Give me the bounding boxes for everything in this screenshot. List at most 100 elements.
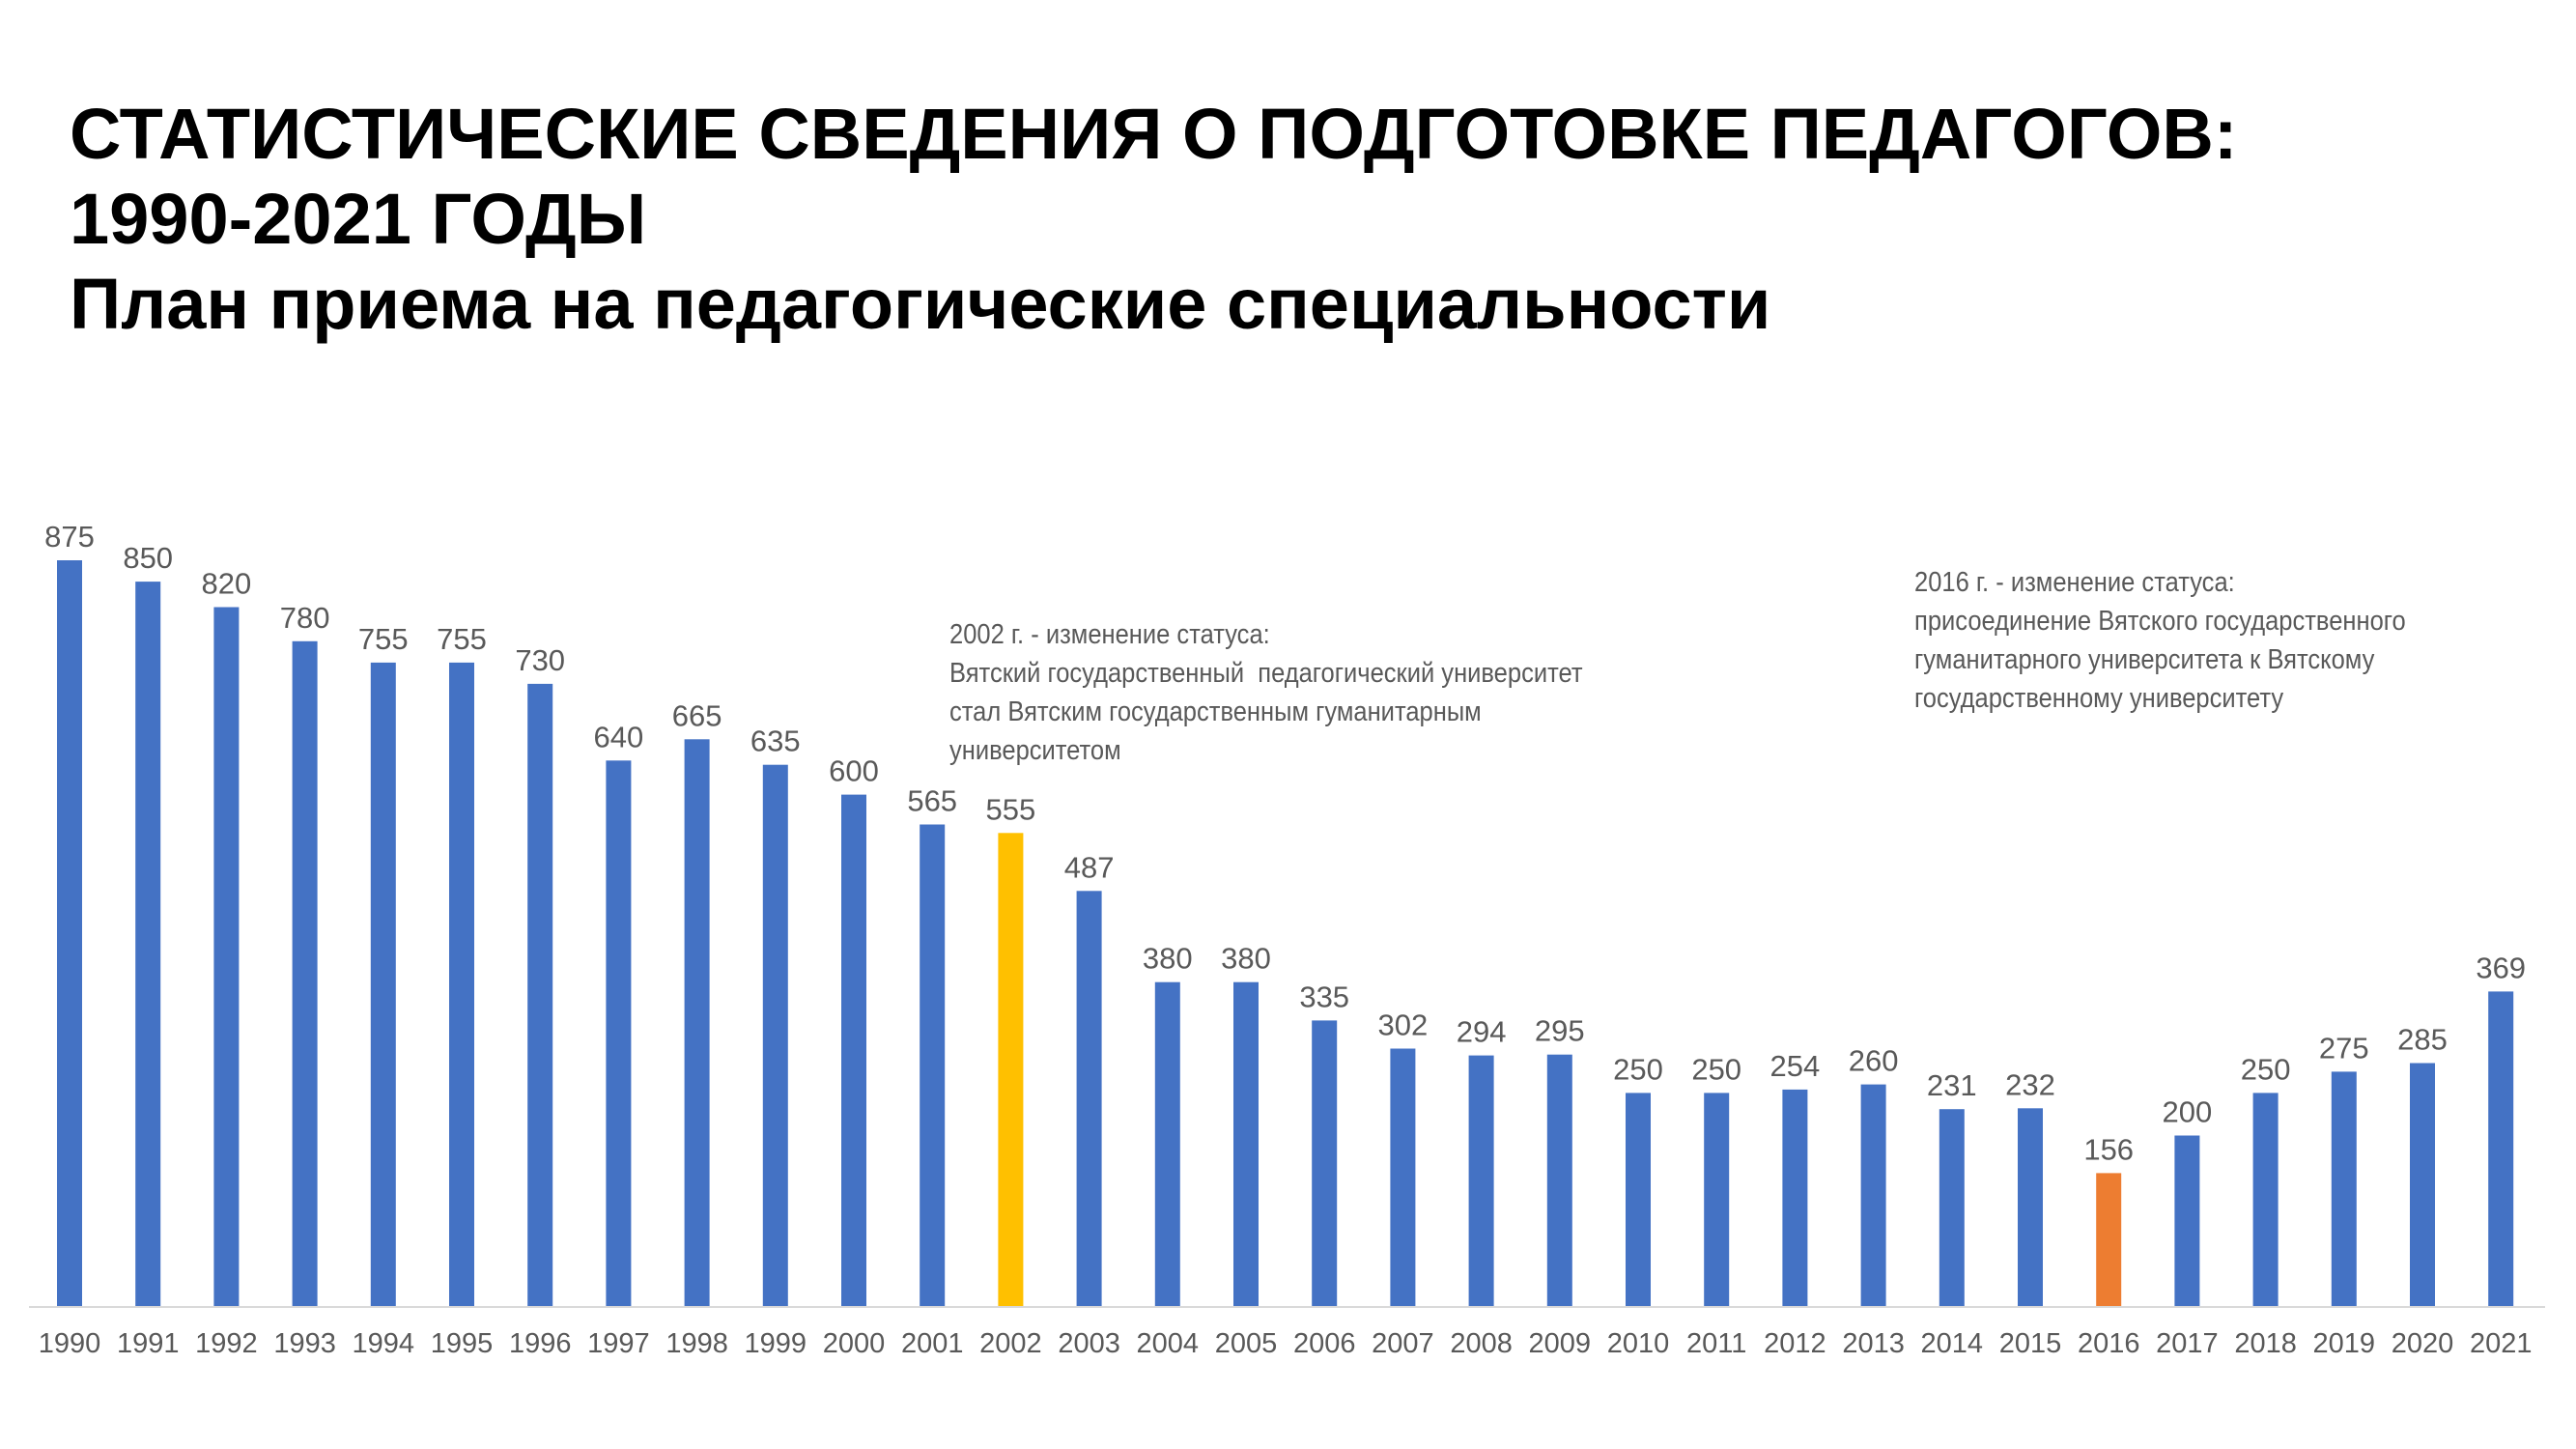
data-label-2014: 231 bbox=[1927, 1068, 1977, 1102]
data-label-2017: 200 bbox=[2163, 1095, 2213, 1129]
x-tick-label-1996: 1996 bbox=[509, 1328, 572, 1359]
annotation-2016: 2016 г. - изменение статуса: присоединен… bbox=[1914, 563, 2406, 718]
data-label-1998: 665 bbox=[672, 698, 722, 732]
data-label-1993: 780 bbox=[280, 601, 330, 635]
bar-1990 bbox=[57, 560, 82, 1306]
data-label-2006: 335 bbox=[1299, 980, 1349, 1013]
bar-2013 bbox=[1860, 1084, 1886, 1306]
data-label-2019: 275 bbox=[2319, 1031, 2369, 1065]
x-tick-label-2010: 2010 bbox=[1607, 1328, 1670, 1359]
annotation-2002-line: 2002 г. - изменение статуса: bbox=[949, 619, 1270, 650]
data-label-1997: 640 bbox=[594, 720, 644, 753]
page-title-years: 1990-2021 ГОДЫ bbox=[70, 179, 647, 259]
bar-1996 bbox=[527, 683, 553, 1306]
bar-1992 bbox=[213, 607, 240, 1306]
bar-2008 bbox=[1468, 1055, 1494, 1306]
bar-1997 bbox=[606, 760, 632, 1306]
x-tick-label-1993: 1993 bbox=[273, 1328, 336, 1359]
bar-2018 bbox=[2252, 1093, 2279, 1306]
data-label-2018: 250 bbox=[2241, 1052, 2291, 1086]
x-tick-label-2006: 2006 bbox=[1293, 1328, 1356, 1359]
bar-1994 bbox=[370, 662, 396, 1306]
annotation-2002-line: Вятский государственный педагогический у… bbox=[949, 658, 1583, 689]
x-tick-label-2003: 2003 bbox=[1058, 1328, 1120, 1359]
bar-1999 bbox=[762, 764, 788, 1306]
page-title: СТАТИСТИЧЕСКИЕ СВЕДЕНИЯ О ПОДГОТОВКЕ ПЕД… bbox=[70, 94, 2238, 174]
x-tick-label-2008: 2008 bbox=[1450, 1328, 1513, 1359]
x-tick-label-2017: 2017 bbox=[2156, 1328, 2219, 1359]
bar-2021 bbox=[2488, 991, 2514, 1306]
bar-2009 bbox=[1546, 1054, 1572, 1306]
data-label-2010: 250 bbox=[1613, 1052, 1663, 1086]
x-tick-label-2007: 2007 bbox=[1372, 1328, 1434, 1359]
data-label-2016: 156 bbox=[2083, 1132, 2134, 1166]
x-tick-label-2012: 2012 bbox=[1764, 1328, 1826, 1359]
x-tick-label-1990: 1990 bbox=[39, 1328, 101, 1359]
data-label-2001: 565 bbox=[907, 784, 957, 818]
bar-2011 bbox=[1704, 1093, 1730, 1306]
bar-2016 bbox=[2096, 1173, 2122, 1306]
data-label-2007: 302 bbox=[1378, 1009, 1429, 1042]
x-tick-label-2020: 2020 bbox=[2392, 1328, 2454, 1359]
data-label-1991: 850 bbox=[123, 541, 173, 575]
data-label-2002: 555 bbox=[986, 792, 1036, 826]
data-label-1994: 755 bbox=[358, 622, 409, 656]
annotation-2016-line: 2016 г. - изменение статуса: bbox=[1914, 567, 2235, 598]
x-tick-label-2002: 2002 bbox=[979, 1328, 1042, 1359]
bar-2015 bbox=[2018, 1108, 2043, 1306]
data-label-2020: 285 bbox=[2397, 1023, 2448, 1057]
bar-2000 bbox=[841, 794, 866, 1306]
data-label-2013: 260 bbox=[1849, 1044, 1899, 1078]
x-tick-label-1991: 1991 bbox=[117, 1328, 180, 1359]
x-tick-label-2005: 2005 bbox=[1215, 1328, 1278, 1359]
bar-2003 bbox=[1076, 891, 1102, 1306]
annotation-2002: 2002 г. - изменение статуса: Вятский гос… bbox=[949, 615, 1583, 770]
data-label-2003: 487 bbox=[1064, 850, 1115, 884]
bar-1995 bbox=[449, 662, 474, 1306]
data-label-2011: 250 bbox=[1691, 1052, 1741, 1086]
x-tick-label-2016: 2016 bbox=[2078, 1328, 2140, 1359]
bar-2010 bbox=[1626, 1093, 1651, 1306]
annotation-2002-line: университетом bbox=[949, 735, 1121, 766]
data-label-1995: 755 bbox=[437, 622, 487, 656]
x-tick-label-2015: 2015 bbox=[1999, 1328, 2062, 1359]
bar-2005 bbox=[1233, 981, 1259, 1306]
bar-1991 bbox=[135, 582, 161, 1306]
x-tick-label-1992: 1992 bbox=[195, 1328, 258, 1359]
x-tick-label-2014: 2014 bbox=[1921, 1328, 1984, 1359]
bar-2007 bbox=[1390, 1048, 1416, 1306]
x-tick-label-1997: 1997 bbox=[587, 1328, 650, 1359]
x-tick-label-2004: 2004 bbox=[1137, 1328, 1200, 1359]
data-label-2021: 369 bbox=[2476, 951, 2526, 984]
bar-1998 bbox=[684, 739, 710, 1306]
data-label-1990: 875 bbox=[44, 520, 95, 554]
x-tick-label-2011: 2011 bbox=[1686, 1328, 1746, 1359]
title-block: СТАТИСТИЧЕСКИЕ СВЕДЕНИЯ О ПОДГОТОВКЕ ПЕД… bbox=[70, 92, 2523, 347]
x-tick-label-1994: 1994 bbox=[353, 1328, 415, 1359]
x-tick-label-2019: 2019 bbox=[2313, 1328, 2376, 1359]
annotation-2016-line: государственному университету bbox=[1914, 683, 2284, 714]
bar-2002 bbox=[998, 833, 1024, 1306]
bar-2019 bbox=[2331, 1071, 2357, 1306]
x-tick-label-2009: 2009 bbox=[1529, 1328, 1592, 1359]
data-label-2015: 232 bbox=[2005, 1067, 2055, 1101]
bar-2012 bbox=[1782, 1089, 1808, 1306]
x-tick-label-1998: 1998 bbox=[665, 1328, 728, 1359]
x-tick-label-2013: 2013 bbox=[1842, 1328, 1905, 1359]
bar-2001 bbox=[920, 824, 946, 1306]
x-tick-label-2000: 2000 bbox=[823, 1328, 886, 1359]
data-label-1999: 635 bbox=[750, 724, 801, 758]
x-tick-label-1995: 1995 bbox=[431, 1328, 494, 1359]
x-tick-label-2021: 2021 bbox=[2470, 1328, 2533, 1359]
bar-2020 bbox=[2410, 1063, 2435, 1306]
bar-2004 bbox=[1154, 981, 1180, 1306]
annotation-2016-line: присоединение Вятского государственного bbox=[1914, 606, 2406, 637]
data-label-1996: 730 bbox=[515, 643, 565, 677]
annotation-2002-line: стал Вятским государственным гуманитарны… bbox=[949, 696, 1482, 727]
data-label-2008: 294 bbox=[1457, 1015, 1507, 1049]
bar-2014 bbox=[1939, 1109, 1965, 1306]
data-label-2012: 254 bbox=[1770, 1049, 1821, 1083]
data-label-2005: 380 bbox=[1221, 942, 1271, 976]
x-tick-label-2018: 2018 bbox=[2234, 1328, 2297, 1359]
